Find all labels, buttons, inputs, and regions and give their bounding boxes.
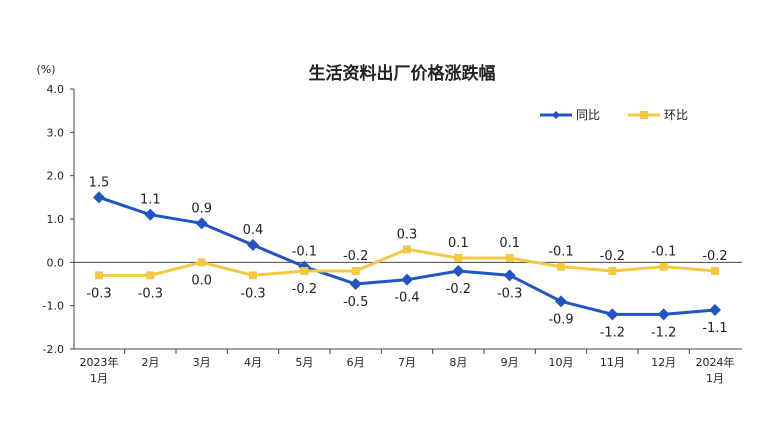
y-tick-label: 4.0 — [47, 83, 65, 96]
y-axis-unit-label: (%) — [36, 63, 55, 76]
data-point-marker — [711, 267, 719, 275]
data-point-marker — [247, 239, 259, 251]
data-point-marker — [709, 304, 721, 316]
x-tick-label: 9月 — [501, 356, 519, 369]
data-label: 0.1 — [499, 236, 520, 251]
data-label: -0.4 — [394, 291, 419, 306]
data-point-marker — [555, 295, 567, 308]
x-tick-label: 11月 — [600, 356, 625, 369]
data-label: -0.1 — [292, 245, 317, 260]
data-point-marker — [249, 271, 257, 280]
y-tick-label: 0.0 — [47, 256, 65, 269]
series-mom: -0.3 -0.3 0.0 -0.3 -0.2 -0.2 0.3 0.1 0.1 -0.1 -0.2… — [86, 227, 727, 301]
data-point-marker — [93, 191, 105, 204]
data-point-marker — [351, 267, 360, 275]
x-tick-label: 12月 — [651, 356, 676, 369]
data-label: -0.1 — [548, 245, 573, 260]
x-tick-label: 1月 — [90, 372, 108, 385]
data-label: -0.2 — [292, 282, 317, 297]
data-label: -0.1 — [651, 245, 676, 260]
x-tick-label: 5月 — [295, 356, 313, 369]
data-label: 1.5 — [89, 175, 110, 190]
data-label: -0.2 — [343, 249, 368, 264]
data-point-marker — [146, 271, 155, 280]
data-point-marker — [606, 308, 619, 321]
data-label: -0.3 — [86, 286, 111, 301]
x-tick-label: 6月 — [347, 356, 365, 369]
data-label: -0.3 — [497, 286, 522, 301]
data-point-marker — [452, 265, 465, 277]
data-point-marker — [401, 273, 413, 286]
data-label: -0.2 — [600, 249, 625, 264]
legend-label: 同比 — [576, 108, 600, 122]
y-tick-label: 1.0 — [47, 213, 65, 226]
x-tick-label: 7月 — [398, 356, 416, 369]
x-tick-label: 2023年 — [80, 355, 119, 369]
data-point-marker — [197, 258, 206, 267]
data-label: 0.3 — [397, 227, 418, 242]
series-yoy: 1.5 1.1 0.9 0.4 -0.1 -0.5 -0.4 -0.2 -0.3 -0.9 -1.2… — [89, 175, 728, 340]
data-label: 0.0 — [191, 273, 212, 288]
y-tick-label: -2.0 — [43, 343, 64, 356]
x-tick-label: 2024年 — [696, 355, 735, 369]
data-point-marker — [503, 269, 516, 282]
data-label: -0.3 — [240, 286, 265, 301]
legend: 同比 环比 — [540, 108, 688, 122]
legend-item: 环比 — [628, 108, 688, 122]
x-tick-label: 4月 — [244, 356, 262, 369]
data-label: -0.5 — [343, 295, 368, 310]
data-point-marker — [608, 267, 617, 275]
x-tick-label: 10月 — [549, 356, 574, 369]
legend-marker — [640, 111, 648, 119]
data-label: -0.2 — [702, 249, 727, 264]
plot-area: 4.0 3.0 2.0 1.0 0.0 -1.0 -2.0 2023年 1月 2月 3月 4月 5月 6月… — [43, 83, 742, 385]
data-label: -0.9 — [548, 312, 573, 327]
data-point-marker — [657, 308, 670, 321]
data-point-marker — [557, 262, 565, 271]
data-point-marker — [403, 245, 411, 254]
legend-label: 环比 — [664, 108, 688, 122]
data-label: -1.1 — [702, 321, 727, 336]
x-tick-label: 2月 — [141, 356, 159, 369]
data-point-marker — [454, 254, 463, 262]
data-point-marker — [195, 217, 208, 230]
legend-item: 同比 — [540, 108, 600, 122]
data-label: -0.2 — [446, 282, 471, 297]
data-label: -1.2 — [600, 325, 625, 340]
data-label: 1.1 — [140, 193, 161, 208]
y-tick-label: -1.0 — [43, 300, 64, 313]
data-point-marker — [95, 271, 103, 280]
data-point-marker — [659, 262, 668, 271]
y-tick-label: 3.0 — [47, 126, 65, 139]
x-tick-label: 1月 — [706, 372, 724, 385]
data-label: 0.1 — [448, 236, 469, 251]
data-point-marker — [144, 208, 157, 221]
data-point-marker — [300, 267, 309, 275]
data-point-marker — [505, 254, 514, 262]
data-label: 0.4 — [243, 223, 264, 238]
chart-title: 生活资料出厂价格涨跌幅 — [309, 63, 496, 84]
data-label: 0.9 — [191, 201, 212, 216]
data-label: -0.3 — [138, 286, 163, 301]
data-point-marker — [349, 278, 362, 290]
x-tick-label: 3月 — [193, 356, 211, 369]
legend-marker — [552, 111, 560, 119]
x-tick-label: 8月 — [449, 356, 467, 369]
y-tick-label: 2.0 — [47, 170, 65, 183]
data-label: -1.2 — [651, 325, 676, 340]
